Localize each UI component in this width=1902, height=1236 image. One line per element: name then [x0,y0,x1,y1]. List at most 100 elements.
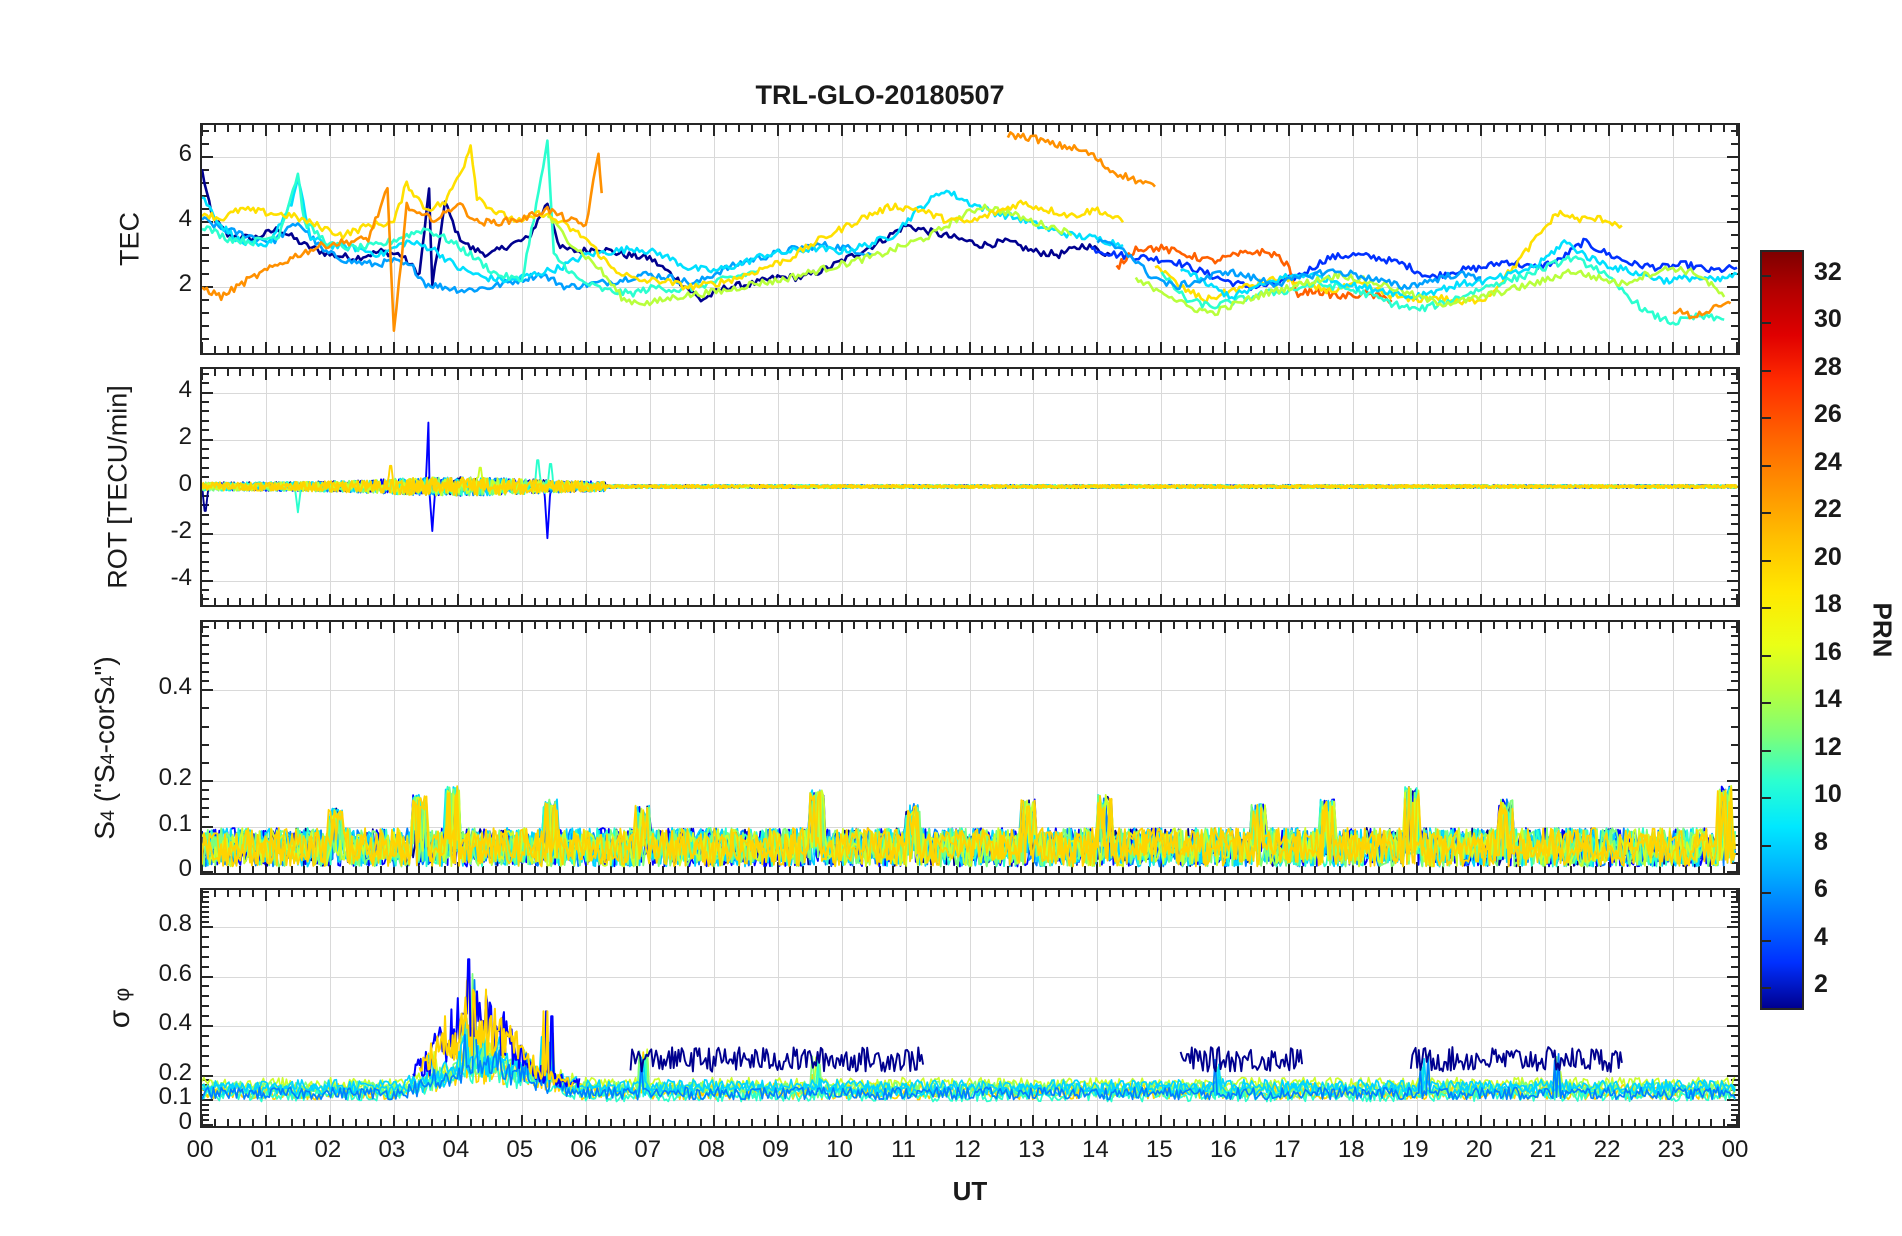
xtick-label: 15 [1146,1136,1173,1163]
data-line [202,978,1736,1101]
xtick-label: 20 [1465,1136,1493,1163]
ytick-label: 4 [178,205,192,233]
data-line [1409,1046,1623,1073]
colorbar-tick [1762,559,1771,562]
series-layer [202,131,1738,332]
ytick-label: 2 [178,422,192,450]
figure-title: TRL-GLO-20180507 [755,80,1005,110]
ytick-label: -2 [170,516,192,544]
colorbar-tick-label: 2 [1814,970,1828,999]
ytick-label: 0 [178,1108,192,1135]
data-line [202,152,603,332]
colorbar-tick-label: 20 [1814,542,1842,571]
xtick-label: 10 [826,1136,853,1163]
xtick-label: 13 [1018,1136,1045,1163]
xtick-label: 17 [1273,1136,1301,1163]
colorbar-tick-label: 8 [1814,827,1828,856]
ytick-label: 0.1 [158,809,192,837]
colorbar-tick [1762,939,1771,942]
colorbar-tick [1762,749,1771,752]
colorbar-tick-label: 12 [1814,732,1842,761]
data-line [1006,131,1156,188]
colorbar-tick-label: 26 [1814,400,1842,429]
data-line [546,203,1073,307]
xtick-label: 07 [634,1136,662,1163]
xtick-label: 03 [378,1136,406,1163]
xtick-label: 06 [570,1136,598,1163]
xtick-label: 18 [1337,1136,1365,1163]
xtick-label: 05 [506,1136,534,1163]
ytick-label: 0.1 [158,1083,192,1111]
ytick-label: 0.4 [158,673,192,701]
colorbar-tick-label: 10 [1814,780,1842,809]
series-layer [202,421,1738,540]
colorbar-tick [1762,512,1771,515]
data-line [418,988,574,1088]
colorbar-tick [1762,987,1771,990]
data-line [1672,300,1732,320]
colorbar-tick [1762,322,1771,325]
colorbar-tick [1762,274,1771,277]
ytick-label: 0.6 [158,959,192,987]
data-line [1096,238,1482,291]
xtick-label: 21 [1529,1136,1557,1163]
colorbar-tick-label: 22 [1814,495,1842,524]
data-line [202,139,759,298]
data-line [1134,265,1726,317]
colorbar-tick-label: 24 [1814,447,1842,476]
axis-label-s4: S4 ("S4-corS4") [89,655,120,840]
xtick-label: 00 [1721,1136,1749,1163]
colorbar-tick [1762,797,1771,800]
colorbar-tick [1762,464,1771,467]
data-line [202,476,1738,497]
xtick-label: 22 [1593,1136,1621,1163]
data-line [1154,209,1623,306]
xtick-label: 14 [1082,1136,1109,1163]
ytick-label: 2 [178,270,192,298]
ytick-label: -4 [170,563,192,591]
colorbar-tick-label: 16 [1814,637,1842,666]
ytick-label: 0 [178,469,192,497]
colorbar-tick-label: 28 [1814,352,1842,381]
axis-label-ut: UT [952,1176,988,1206]
ytick-label: 0.2 [158,1058,192,1086]
xtick-label: 04 [442,1136,470,1163]
colorbar-tick [1762,654,1771,657]
ytick-label: 0.2 [158,764,192,792]
series-layer [202,784,1736,868]
xtick-label: 02 [314,1136,342,1163]
xtick-label: 01 [250,1136,278,1163]
panel-rot [200,367,1740,607]
colorbar-tick [1762,844,1771,847]
xtick-label: 00 [186,1136,214,1163]
colorbar-tick [1762,607,1771,610]
colorbar-tick [1762,417,1771,420]
colorbar-tick-label: 30 [1814,305,1842,334]
xtick-label: 19 [1401,1136,1429,1163]
data-line [1091,237,1738,291]
ytick-label: 0.8 [158,910,192,938]
data-line [202,785,1736,868]
series-layer [202,958,1736,1103]
colorbar-tick [1762,369,1771,372]
xtick-label: 23 [1657,1136,1685,1163]
colorbar-tick-label: 18 [1814,590,1842,619]
colorbar-label-prn: PRN [1867,602,1898,658]
colorbar-tick-label: 32 [1814,257,1842,286]
ytick-label: 0 [178,855,192,882]
panel-sigma-phi [200,888,1740,1128]
xtick-label: 16 [1209,1136,1237,1163]
panel-s4 [200,620,1740,875]
xtick-label: 12 [954,1136,981,1163]
ytick-label: 0.4 [158,1009,192,1037]
xtick-label: 08 [698,1136,725,1163]
colorbar-tick-label: 6 [1814,875,1828,904]
data-line [1179,1046,1304,1073]
ytick-label: 6 [178,140,192,168]
ytick-label: 4 [178,375,192,403]
data-line [629,1046,925,1073]
colorbar-tick [1762,892,1771,895]
colorbar-prn[interactable] [1760,250,1804,1010]
data-line [202,144,1125,291]
xtick-label: 09 [762,1136,789,1163]
